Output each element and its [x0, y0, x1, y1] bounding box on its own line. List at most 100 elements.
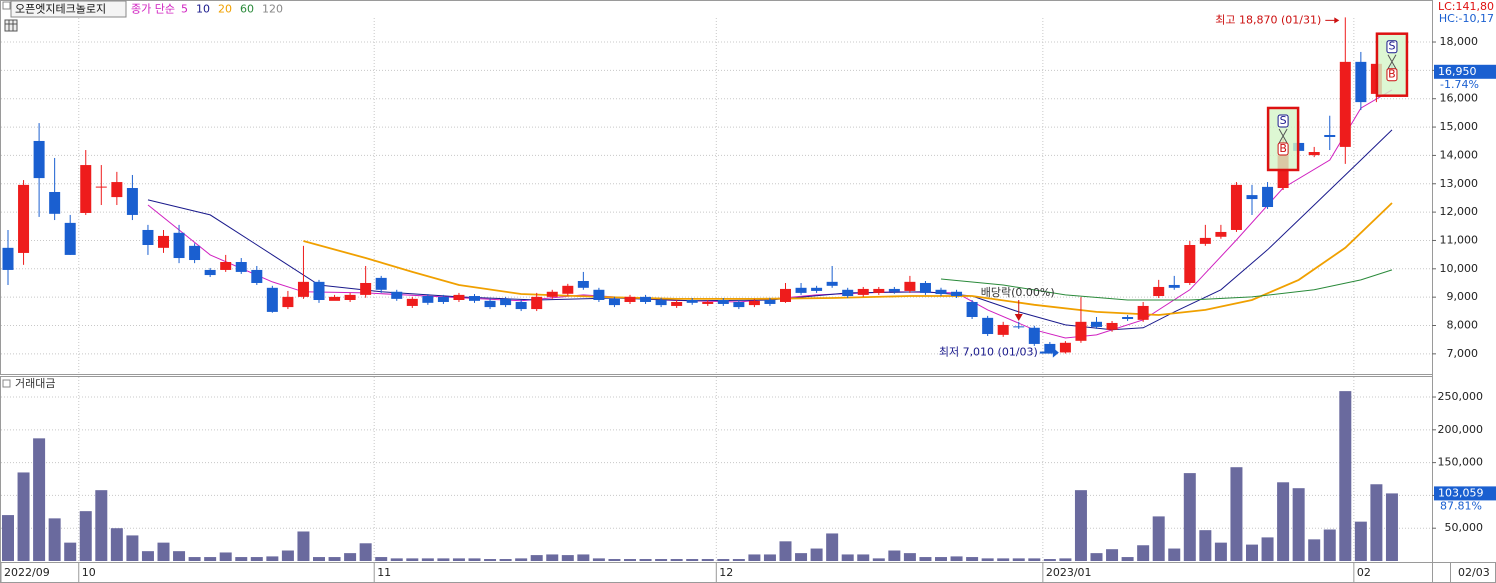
candle-body — [904, 281, 916, 291]
volume-bar — [530, 555, 543, 561]
volume-bar — [204, 557, 217, 561]
candle-body — [515, 301, 527, 310]
volume-bar — [950, 556, 963, 561]
ma-legend: 5 — [181, 3, 188, 16]
volume-bar — [1385, 493, 1398, 561]
candle-body — [624, 296, 636, 302]
volume-bar — [452, 558, 465, 561]
volume-bar — [872, 558, 885, 561]
y-tick-label: 11,000 — [1440, 233, 1479, 246]
volume-bar — [141, 551, 154, 561]
ma-line — [303, 202, 1393, 316]
volume-bar — [33, 438, 46, 561]
candle-body — [1044, 343, 1056, 353]
sell-badge — [1277, 114, 1289, 128]
ma-legend: 20 — [218, 3, 232, 16]
volume-bar — [966, 557, 979, 561]
candle-body — [1199, 237, 1211, 244]
volume-bar — [173, 551, 186, 561]
candle-body — [1168, 284, 1180, 288]
volume-bar — [935, 557, 947, 561]
volume-bar — [281, 550, 294, 561]
candle-body — [857, 288, 869, 295]
x-tick-label: 2022/09 — [4, 566, 50, 579]
candle-body — [391, 291, 403, 299]
volume-bar — [1043, 559, 1056, 561]
volume-bar — [826, 533, 839, 561]
candle-body — [266, 287, 278, 312]
y-tick-label: 12,000 — [1440, 205, 1479, 218]
volume-bar — [17, 472, 30, 561]
candle-body — [764, 299, 776, 304]
candle-body — [935, 289, 947, 295]
price-change: -1.74% — [1440, 78, 1479, 91]
candle-body — [671, 301, 683, 306]
volume-bar — [2, 515, 14, 561]
candle-body — [1262, 186, 1274, 208]
candle-body — [1184, 244, 1196, 283]
volume-bar — [686, 559, 699, 561]
volume-bar — [670, 559, 683, 561]
volume-bar — [779, 541, 792, 561]
x-tick-label: 11 — [377, 566, 391, 579]
x-tick-label: 02 — [1357, 566, 1371, 579]
candle-body — [453, 294, 465, 300]
volume-bar — [499, 559, 512, 561]
price-tag-box — [1434, 64, 1496, 79]
volume-bar — [297, 531, 310, 561]
volume-bar — [328, 557, 341, 561]
volume-bar — [624, 559, 636, 561]
y-tick-label: 150,000 — [1438, 456, 1484, 469]
volume-bar — [1090, 553, 1103, 561]
candle-body — [811, 287, 823, 291]
candle-body — [173, 232, 185, 259]
candle-body — [842, 289, 854, 297]
volume-bar — [1028, 558, 1041, 561]
ma-legend: 60 — [240, 3, 254, 16]
candle-body — [733, 301, 745, 308]
candle-body — [80, 165, 92, 213]
candle-body — [360, 282, 372, 295]
title-box[interactable] — [10, 0, 127, 18]
candle-body — [251, 269, 263, 283]
candle-body — [375, 277, 387, 290]
volume-bar — [1292, 488, 1305, 561]
y-tick-label: 10,000 — [1440, 262, 1479, 275]
panel-marker — [2, 1, 11, 10]
volume-bar — [717, 559, 730, 561]
volume-bar — [468, 558, 481, 561]
volume-tag: 103,059 — [1438, 486, 1484, 499]
candle-body — [484, 300, 496, 308]
x-tick-label: 12 — [719, 566, 733, 579]
volume-bar — [903, 553, 916, 561]
ma-line — [940, 269, 1393, 301]
panel-marker — [2, 379, 11, 388]
volume-bar — [406, 558, 419, 561]
candle-body — [686, 299, 698, 303]
volume-bar — [48, 518, 61, 561]
volume-bar — [748, 554, 761, 561]
candle-body — [919, 282, 931, 293]
volume-tag-box — [1434, 486, 1496, 501]
volume-bar — [1370, 484, 1383, 561]
volume-bar — [546, 554, 559, 561]
candle-body — [126, 188, 138, 215]
candle-body — [64, 222, 76, 255]
candle-body — [1075, 321, 1087, 341]
volume-bar — [344, 553, 357, 561]
candle-body — [593, 289, 605, 300]
candle-body — [997, 324, 1009, 335]
table-icon[interactable] — [4, 19, 18, 32]
candle-body — [608, 298, 620, 306]
candle-body — [1230, 184, 1242, 230]
candle-body — [577, 281, 589, 288]
volume-bar — [375, 557, 388, 561]
candle-body — [111, 182, 123, 198]
signal-link — [1387, 54, 1397, 69]
candle-body — [49, 191, 61, 214]
candle-body — [1246, 195, 1258, 200]
candle-body — [1308, 152, 1320, 156]
volume-bar — [810, 548, 823, 561]
volume-bar — [919, 557, 932, 561]
